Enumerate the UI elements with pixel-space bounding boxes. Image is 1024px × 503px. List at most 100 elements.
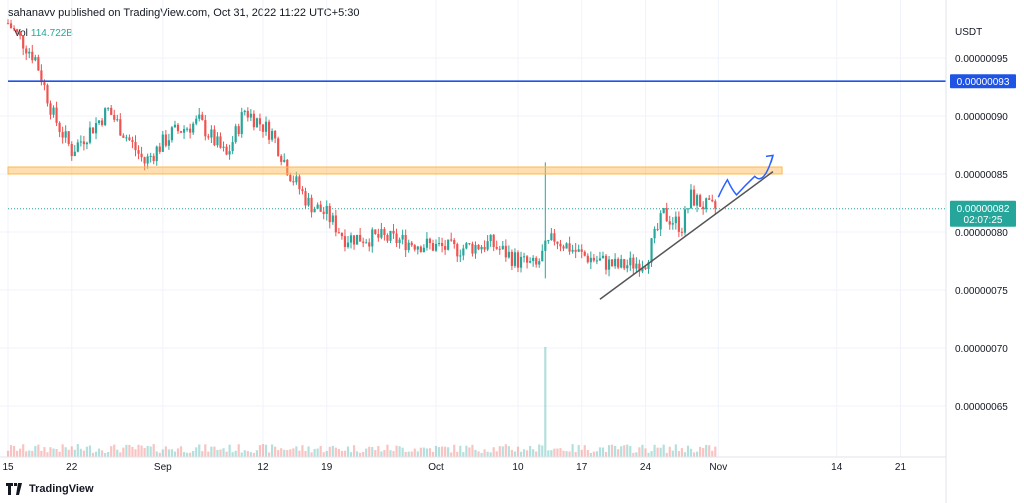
candle-body xyxy=(46,85,49,104)
candle-body xyxy=(49,103,52,115)
x-tick-label: 17 xyxy=(576,462,588,473)
volume-bar xyxy=(280,448,283,457)
candle-body xyxy=(562,246,565,249)
volume-bar xyxy=(617,449,620,457)
candle-body xyxy=(304,191,307,206)
candle-body xyxy=(34,57,37,61)
candle-body xyxy=(410,242,413,246)
candle-body xyxy=(380,229,383,238)
candle-body xyxy=(686,208,690,210)
volume-bar xyxy=(610,444,614,457)
candle-body xyxy=(261,124,265,132)
volume-bar xyxy=(583,445,586,457)
volume-bar xyxy=(210,446,213,457)
candle-body xyxy=(695,195,699,206)
candle-body xyxy=(647,262,650,269)
volume-bar xyxy=(650,451,653,457)
candle-body xyxy=(544,240,547,251)
y-tick-label: 0.00000090 xyxy=(955,112,1008,123)
candle-body xyxy=(94,123,98,134)
volume-bar xyxy=(316,448,319,457)
tradingview-footer[interactable]: TradingView xyxy=(6,483,94,495)
volume-bar xyxy=(37,444,40,457)
volume-bar xyxy=(407,451,410,457)
candle-body xyxy=(116,119,119,121)
volume-bar xyxy=(513,451,517,457)
volume-bar xyxy=(94,451,98,457)
candle-body xyxy=(422,247,425,253)
candle-body xyxy=(91,127,95,134)
volume-bar xyxy=(195,447,198,457)
candle-body xyxy=(107,107,110,109)
volume-bar xyxy=(16,450,19,457)
volume-bar xyxy=(368,446,371,457)
volume-bar xyxy=(189,452,192,457)
volume-bar xyxy=(444,446,447,457)
chart-publisher-header: sahanavv published on TradingView.com, O… xyxy=(8,7,360,19)
candle-body xyxy=(665,208,668,222)
volume-bar xyxy=(125,444,128,457)
volume-bar xyxy=(79,448,82,457)
volume-bar xyxy=(395,445,398,457)
volume-bar xyxy=(380,451,383,457)
candle-body xyxy=(659,213,662,230)
candle-body xyxy=(137,150,140,154)
volume-bar xyxy=(671,450,674,457)
candle-body xyxy=(489,234,492,242)
volume-bar xyxy=(422,447,425,457)
candle-body xyxy=(231,142,234,152)
candle-body xyxy=(316,204,319,209)
volume-bar xyxy=(665,452,668,457)
candle-body xyxy=(289,174,292,182)
volume-bar xyxy=(571,444,574,457)
candle-body xyxy=(119,119,122,136)
candle-body xyxy=(699,195,702,207)
candle-body xyxy=(498,248,501,250)
candle-body xyxy=(179,131,183,133)
volume-bar xyxy=(474,449,477,457)
candle-body xyxy=(468,243,471,245)
candle-body xyxy=(635,263,638,269)
candle-body xyxy=(529,261,532,263)
candle-body xyxy=(22,35,25,49)
volume-bar xyxy=(192,450,195,457)
volume-bar xyxy=(714,446,717,457)
volume-bar xyxy=(73,449,76,457)
volume-bar xyxy=(374,450,377,457)
volume-bar xyxy=(182,452,186,457)
volume-bar xyxy=(289,449,292,457)
volume-bar xyxy=(689,448,693,457)
volume-bar xyxy=(213,446,216,457)
volume-bar xyxy=(574,451,577,457)
candle-body xyxy=(702,206,705,210)
candle-body xyxy=(52,107,55,115)
candle-body xyxy=(176,124,180,132)
price-axis[interactable]: 0.00000095 0.00000090 0.00000085 0.00000080… xyxy=(955,54,1008,413)
candle-body xyxy=(19,31,22,36)
candle-body xyxy=(201,114,204,121)
candle-body xyxy=(73,151,76,157)
candle-body xyxy=(143,157,146,164)
time-axis[interactable]: 15 22 Sep 12 19 Oct 10 17 24 Nov 14 21 xyxy=(2,462,906,473)
volume-bar xyxy=(225,451,228,457)
candle-body xyxy=(67,131,70,144)
volume-bar xyxy=(349,452,353,457)
volume-bar xyxy=(498,446,501,457)
candle-body xyxy=(692,189,696,206)
candle-body xyxy=(583,251,586,256)
volume-bar xyxy=(237,444,240,457)
volume-bar xyxy=(538,444,541,457)
candle-body xyxy=(604,255,608,270)
volume-bar xyxy=(398,446,401,457)
volume-bar xyxy=(371,447,374,457)
x-tick-label: Oct xyxy=(428,462,444,473)
volume-bar xyxy=(128,444,131,457)
volume-bar xyxy=(52,448,55,457)
candles xyxy=(6,19,717,279)
candle-body xyxy=(16,29,19,32)
candle-body xyxy=(255,118,259,128)
volume-bar xyxy=(580,449,583,457)
candle-body xyxy=(577,249,580,252)
candle-body xyxy=(428,238,432,244)
